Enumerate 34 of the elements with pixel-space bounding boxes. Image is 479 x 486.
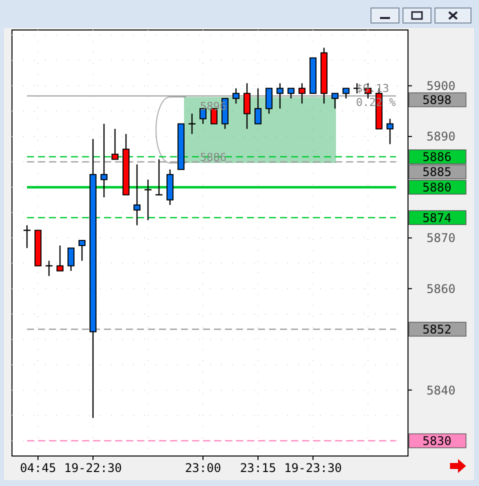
candlestick [112,128,118,160]
candlestick [342,88,350,100]
candlestick [232,88,240,104]
ref-line-label: 5852 [422,322,452,336]
candlestick [78,240,86,262]
candlestick [134,164,140,226]
y-tick-label: 5860 [426,282,456,296]
x-tick-label: 19-23:30 [284,461,342,475]
candlestick [332,92,338,110]
candlestick [254,88,262,124]
candlestick [266,88,272,114]
x-tick-label: 23:15 [240,461,276,475]
x-tick-label: 04:45 [20,461,56,475]
x-tick-label: 23:00 [184,461,222,475]
y-tick-label: 5870 [426,231,456,246]
ref-line-label: 5886 [422,150,452,164]
annotation: 5886 [200,150,226,164]
ref-line-label: 5885 [422,164,452,179]
ref-line-label: 5830 [422,434,452,448]
candlestick [386,118,394,145]
candlestick [298,82,306,104]
y-tick-label: 5900 [426,78,456,93]
candlestick [276,82,284,110]
y-tick-label: 5890 [426,130,456,144]
ref-line-label: 5874 [422,210,452,225]
ref-line-label: 5880 [422,180,452,194]
y-tick-label: 5840 [426,383,456,398]
candlestick [244,82,250,130]
candlestick [68,247,74,272]
ref-line-label: 5898 [422,92,452,107]
candlestick [288,88,294,100]
candlestick [56,244,64,272]
x-tick-label: 19-22:30 [64,461,122,475]
candlestick [100,123,108,198]
